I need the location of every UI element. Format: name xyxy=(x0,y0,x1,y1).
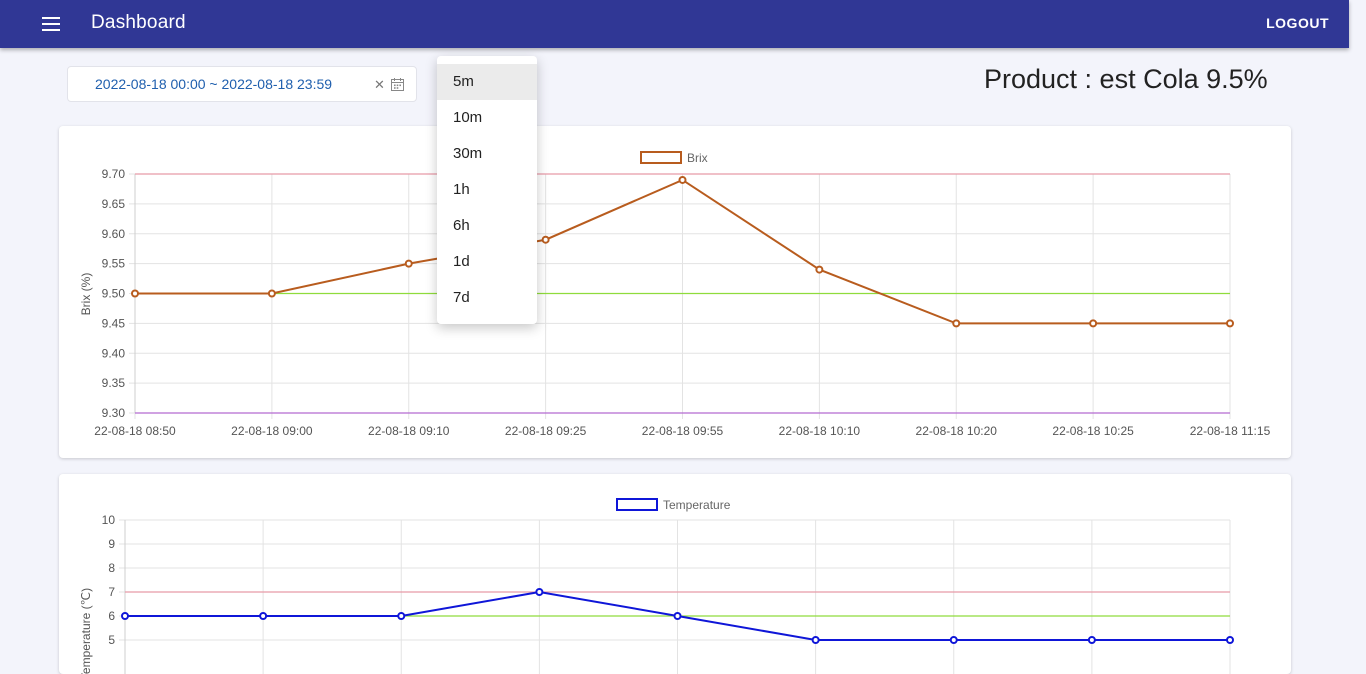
y-tick-label: 9.50 xyxy=(102,287,126,301)
y-tick-label: 9.60 xyxy=(102,227,126,241)
y-tick-label: 7 xyxy=(108,585,115,599)
x-tick-label: 22-08-18 10:25 xyxy=(1052,424,1134,438)
hamburger-menu-icon xyxy=(42,17,60,31)
y-tick-label: 9.45 xyxy=(102,316,126,330)
product-label: Product : est Cola 9.5% xyxy=(984,64,1268,94)
data-point xyxy=(952,319,961,328)
x-tick-label: 22-08-18 09:00 xyxy=(231,424,313,438)
data-point xyxy=(949,636,958,644)
data-point xyxy=(811,636,820,644)
legend-swatch xyxy=(616,498,658,511)
y-axis-title: Brix (%) xyxy=(79,273,93,316)
x-tick-label: 22-08-18 09:10 xyxy=(368,424,450,438)
app-bar: Dashboard LOGOUT xyxy=(0,0,1349,48)
data-point xyxy=(397,612,406,620)
y-tick-label: 9.35 xyxy=(102,376,126,390)
x-tick-label: 22-08-18 11:15 xyxy=(1190,424,1271,438)
data-point xyxy=(267,289,276,298)
interval-dropdown-menu: 5m 10m 30m 1h 6h 1d 7d xyxy=(437,56,537,324)
date-range-picker[interactable]: 2022-08-18 00:00 ~ 2022-08-18 23:59 ✕ xyxy=(67,66,417,102)
data-point xyxy=(1087,636,1096,644)
y-tick-label: 8 xyxy=(108,561,115,575)
data-point xyxy=(678,175,687,184)
app-title: Dashboard xyxy=(91,12,186,33)
interval-option-1d[interactable]: 1d xyxy=(453,253,470,270)
legend-label: Brix xyxy=(687,151,708,165)
y-tick-label: 9.65 xyxy=(102,197,126,211)
hamburger-menu-button[interactable] xyxy=(33,7,69,41)
temperature-chart-card: 10 9 8 7 6 5 Temperature (℃) Temperature xyxy=(59,474,1291,674)
x-tick-label: 22-08-18 09:55 xyxy=(642,424,724,438)
y-axis-title: Temperature (℃) xyxy=(79,588,93,674)
brix-chart-card: 9.70 9.65 9.60 9.55 9.50 9.45 9.40 9.35 9.30 22-0… xyxy=(59,126,1291,458)
temperature-chart: 10 9 8 7 6 5 Temperature (℃) Temperature xyxy=(79,498,1234,674)
calendar-icon[interactable] xyxy=(391,78,404,96)
data-point xyxy=(535,588,544,596)
x-tick-label: 22-08-18 09:25 xyxy=(505,424,587,438)
date-range-value: 2022-08-18 00:00 ~ 2022-08-18 23:59 xyxy=(95,76,333,92)
interval-option-1h[interactable]: 1h xyxy=(453,181,470,198)
close-icon[interactable]: ✕ xyxy=(374,77,385,92)
data-point xyxy=(673,612,682,620)
data-point xyxy=(541,235,550,244)
y-tick-label: 9.70 xyxy=(102,167,126,181)
data-point xyxy=(404,259,413,268)
data-point xyxy=(1226,319,1234,328)
y-tick-label: 9.40 xyxy=(102,346,126,360)
data-point xyxy=(815,265,824,274)
y-tick-label: 6 xyxy=(108,609,115,623)
interval-option-10m[interactable]: 10m xyxy=(453,109,483,126)
interval-option-30m[interactable]: 30m xyxy=(453,145,483,162)
interval-option-6h[interactable]: 6h xyxy=(453,217,470,234)
interval-option-5m[interactable]: 5m xyxy=(437,64,537,100)
y-tick-label: 9.55 xyxy=(102,257,126,271)
interval-option-7d[interactable]: 7d xyxy=(453,289,470,306)
page-scrollbar[interactable] xyxy=(1349,0,1366,657)
x-tick-label: 22-08-18 08:50 xyxy=(94,424,176,438)
x-tick-label: 22-08-18 10:10 xyxy=(779,424,861,438)
y-tick-label: 10 xyxy=(102,513,116,527)
data-point xyxy=(259,612,268,620)
data-point xyxy=(1089,319,1098,328)
legend-label: Temperature xyxy=(663,498,731,512)
y-tick-label: 9 xyxy=(108,537,115,551)
x-tick-label: 22-08-18 10:20 xyxy=(916,424,998,438)
data-point xyxy=(1226,636,1234,644)
legend-swatch xyxy=(640,151,682,164)
brix-chart: 9.70 9.65 9.60 9.55 9.50 9.45 9.40 9.35 9.30 22-0… xyxy=(79,151,1271,438)
data-point xyxy=(131,289,139,298)
data-point xyxy=(121,612,129,620)
logout-button[interactable]: LOGOUT xyxy=(1266,15,1329,31)
y-tick-label: 9.30 xyxy=(102,406,126,420)
y-tick-label: 5 xyxy=(108,633,115,647)
